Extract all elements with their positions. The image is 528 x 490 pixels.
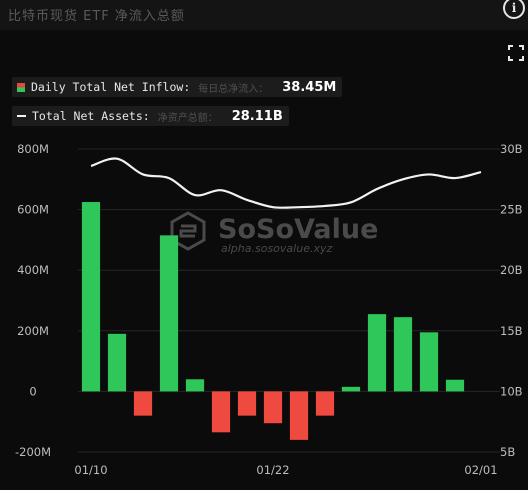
inflow-bar	[133, 391, 153, 416]
inflow-bar	[367, 314, 387, 392]
inflow-bar	[315, 391, 335, 416]
inflow-bar	[81, 202, 101, 392]
info-icon[interactable]: i	[503, 0, 525, 19]
y-left-tick-label: 0	[29, 384, 36, 398]
x-axis: 01/10 01/22 02/01	[74, 463, 497, 477]
watermark-url: alpha.sosovalue.xyz	[221, 242, 332, 255]
legend-assets-label: Total Net Assets:	[32, 109, 150, 123]
legend-inflow-label: Daily Total Net Inflow:	[31, 80, 191, 94]
y-right-tick-label: 20B	[500, 263, 523, 277]
inflow-bar	[289, 391, 309, 440]
y-left-tick-label: 800M	[17, 142, 49, 156]
legend-inflow-value: 38.45M	[282, 79, 337, 95]
y-left-tick-label: 400M	[17, 263, 49, 277]
watermark-brand: SoSoValue	[218, 214, 378, 245]
inflow-bar	[341, 386, 361, 392]
legend-total-assets: Total Net Assets: 净资产总额： 28.11B	[12, 106, 289, 126]
x-tick-label: 01/22	[256, 463, 289, 477]
watermark: SoSoValue alpha.sosovalue.xyz	[170, 211, 378, 255]
sosovalue-logo-icon	[170, 211, 206, 251]
total-net-assets-line	[90, 157, 482, 209]
inflow-bar	[211, 391, 231, 433]
legend-assets-sublabel: 净资产总额：	[157, 112, 218, 124]
fullscreen-icon[interactable]	[507, 44, 525, 62]
y-axis-left: 800M 600M 400M 200M 0 -200M	[15, 142, 51, 459]
y-right-tick-label: 15B	[500, 324, 523, 338]
inflow-bar	[263, 391, 283, 424]
y-right-tick-label: 30B	[500, 142, 523, 156]
legend-daily-inflow: Daily Total Net Inflow: 每日总净流入： 38.45M	[12, 77, 343, 97]
inflow-bar	[393, 317, 413, 392]
y-left-tick-label: 600M	[17, 203, 49, 217]
y-right-tick-label: 10B	[500, 384, 523, 398]
y-axis-right: 30B 25B 20B 15B 10B 5B	[500, 142, 523, 459]
bar-swatch-icon	[17, 82, 25, 92]
inflow-bar	[185, 379, 205, 392]
chart-title: 比特币现货 ETF 净流入总额	[8, 9, 185, 24]
bars	[81, 202, 465, 440]
y-left-tick-label: -200M	[15, 445, 51, 459]
inflow-bar	[445, 379, 465, 392]
inflow-bar	[419, 332, 439, 392]
y-right-tick-label: 5B	[500, 445, 515, 459]
y-right-tick-label: 25B	[500, 203, 523, 217]
x-tick-label: 02/01	[464, 463, 497, 477]
inflow-bar	[159, 235, 179, 392]
x-tick-label: 01/10	[74, 463, 107, 477]
line-swatch-icon	[17, 115, 26, 117]
header-bar: 比特币现货 ETF 净流入总额	[0, 0, 528, 30]
inflow-bar	[107, 333, 127, 392]
y-left-tick-label: 200M	[17, 324, 49, 338]
legend-assets-value: 28.11B	[231, 108, 283, 124]
inflow-bar	[237, 391, 257, 416]
legend-inflow-sublabel: 每日总净流入：	[198, 83, 269, 95]
